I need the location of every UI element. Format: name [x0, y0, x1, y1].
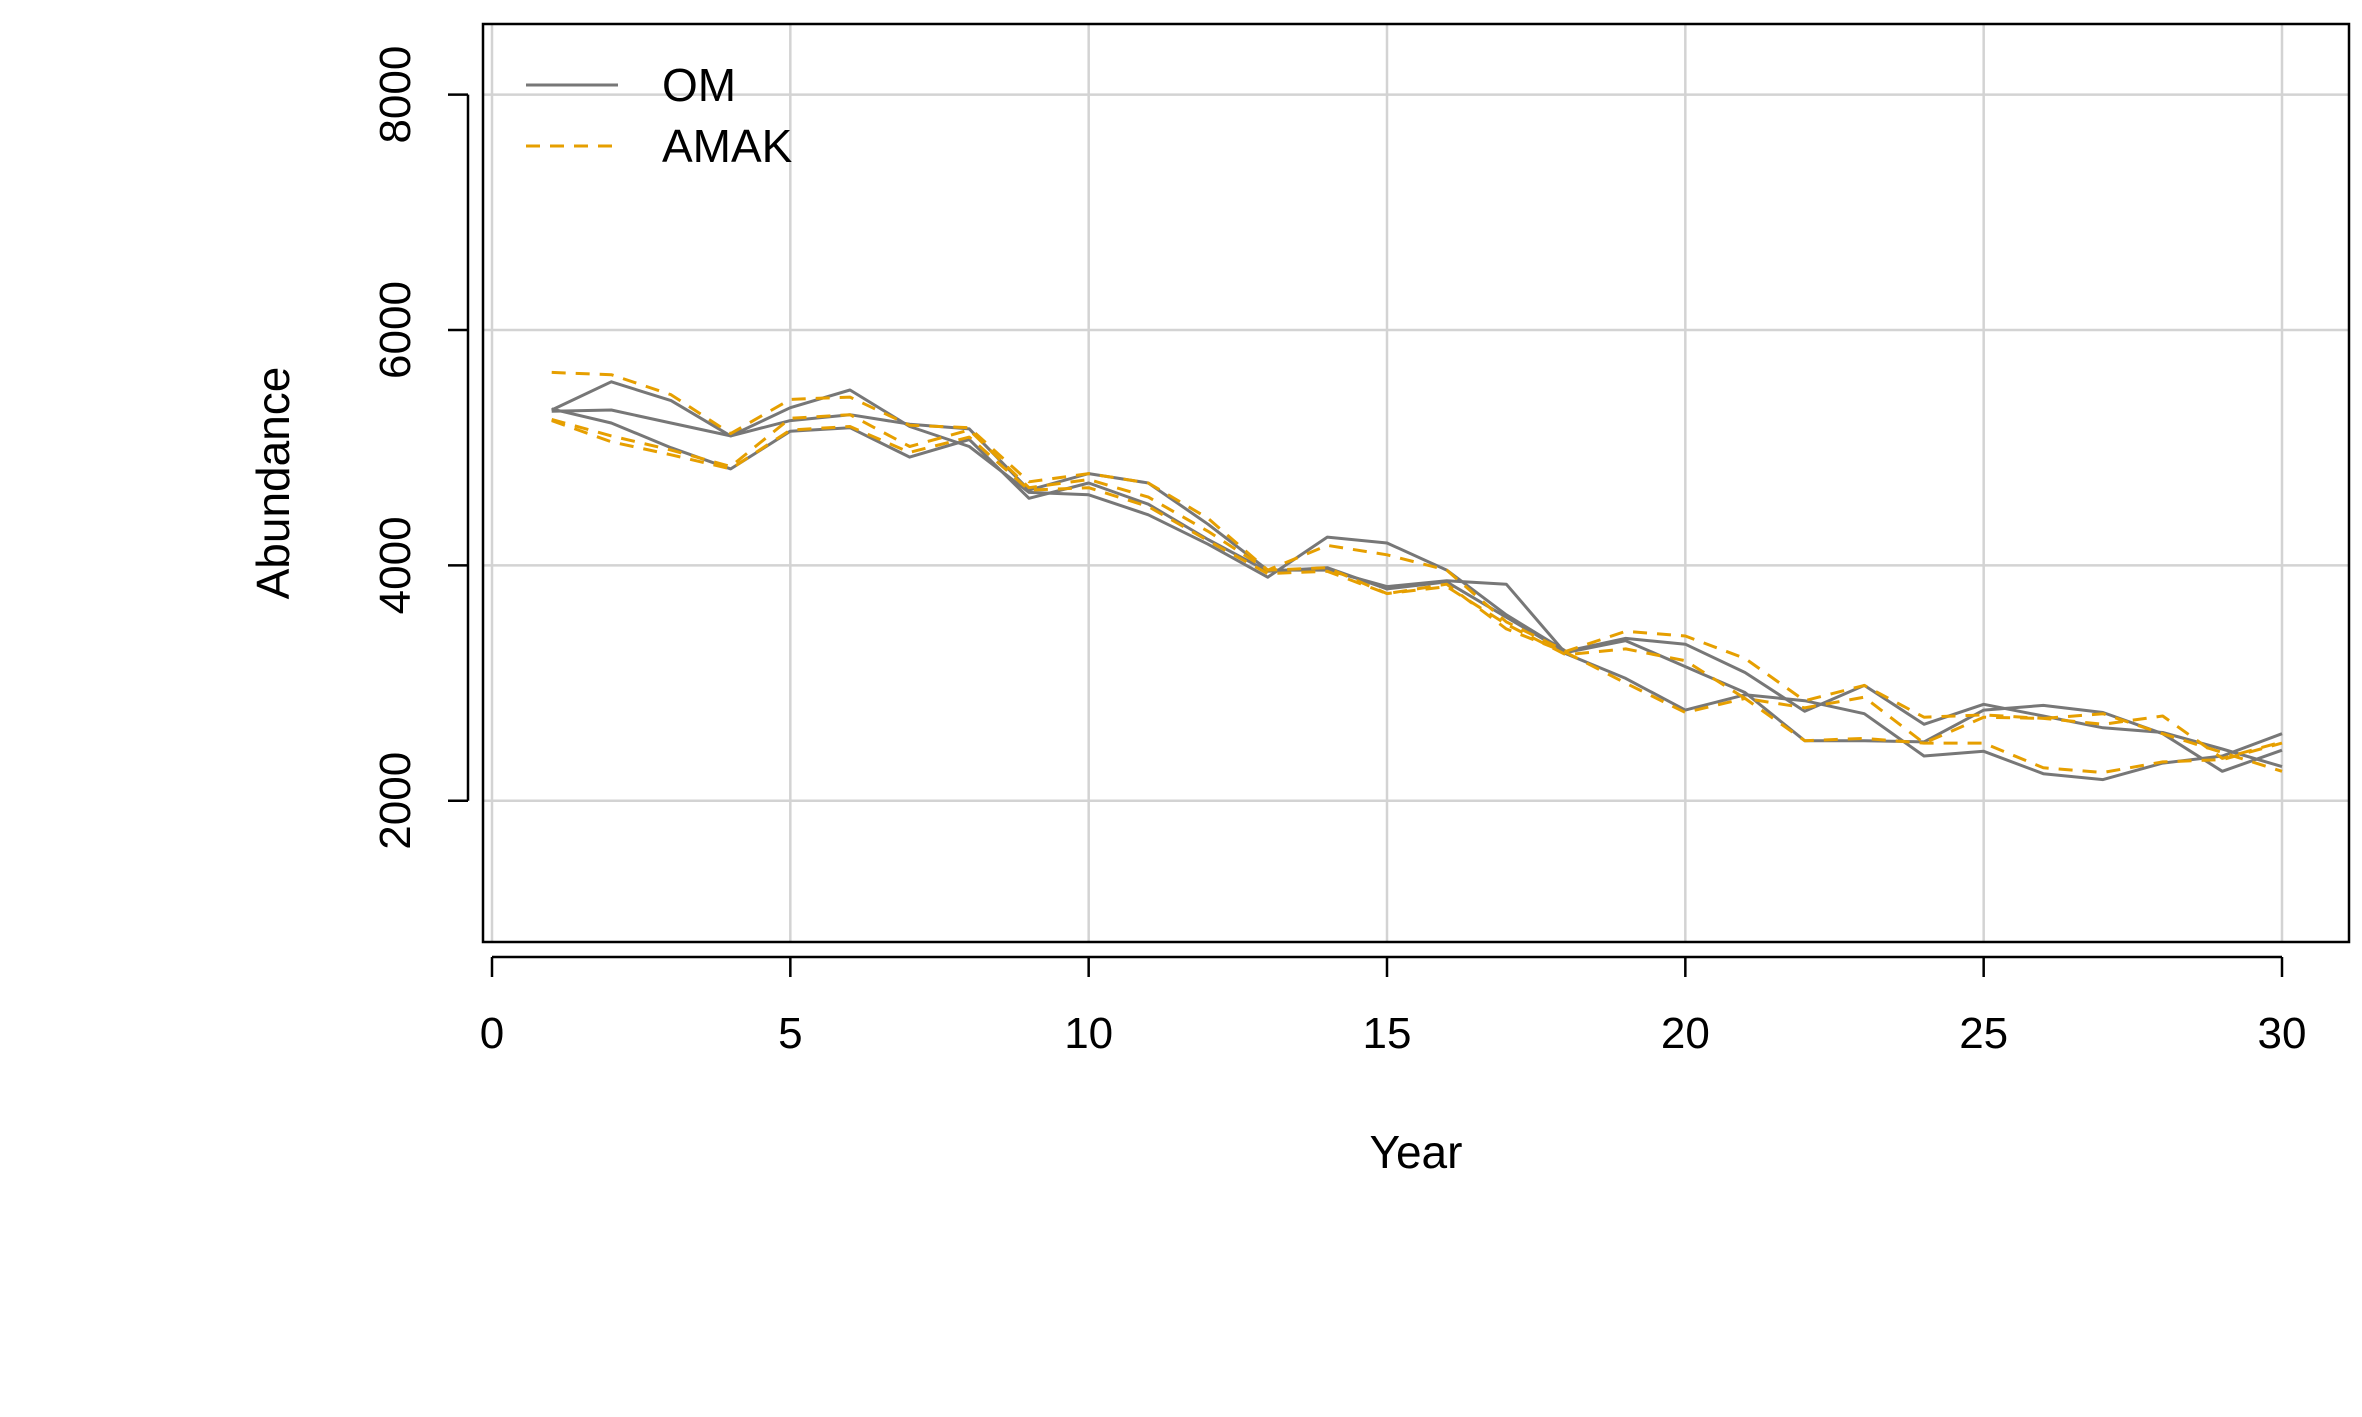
x-tick-label: 30 — [2258, 1009, 2307, 1058]
x-tick-label: 20 — [1661, 1009, 1710, 1058]
legend: OM AMAK — [526, 59, 793, 172]
legend-label-amak: AMAK — [662, 120, 793, 172]
x-tick-label: 5 — [778, 1009, 802, 1058]
x-tick-label: 10 — [1064, 1009, 1113, 1058]
series-line-om — [551, 380, 2283, 782]
x-tick-label: 0 — [480, 1009, 504, 1058]
series-line-amak — [551, 370, 2283, 760]
y-tick-label: 2000 — [371, 752, 420, 850]
series-line-amak — [551, 413, 2283, 773]
grid-lines — [483, 24, 2349, 942]
series-line-amak — [551, 419, 2283, 774]
x-axis: 0 5 10 15 20 25 30 — [480, 955, 2307, 1058]
y-tick-label: 8000 — [371, 46, 420, 144]
legend-label-om: OM — [662, 59, 736, 111]
y-axis: 2000 4000 6000 8000 — [371, 46, 470, 850]
y-tick-label: 6000 — [371, 281, 420, 379]
y-axis-title: Abundance — [247, 367, 299, 600]
series-layer — [551, 370, 2283, 782]
x-tick-label: 25 — [1959, 1009, 2008, 1058]
x-tick-label: 15 — [1363, 1009, 1412, 1058]
series-line-om — [551, 407, 2283, 773]
plot-frame — [481, 22, 2351, 944]
x-axis-title: Year — [1370, 1126, 1463, 1178]
series-line-om — [551, 388, 2283, 769]
y-tick-label: 4000 — [371, 516, 420, 614]
